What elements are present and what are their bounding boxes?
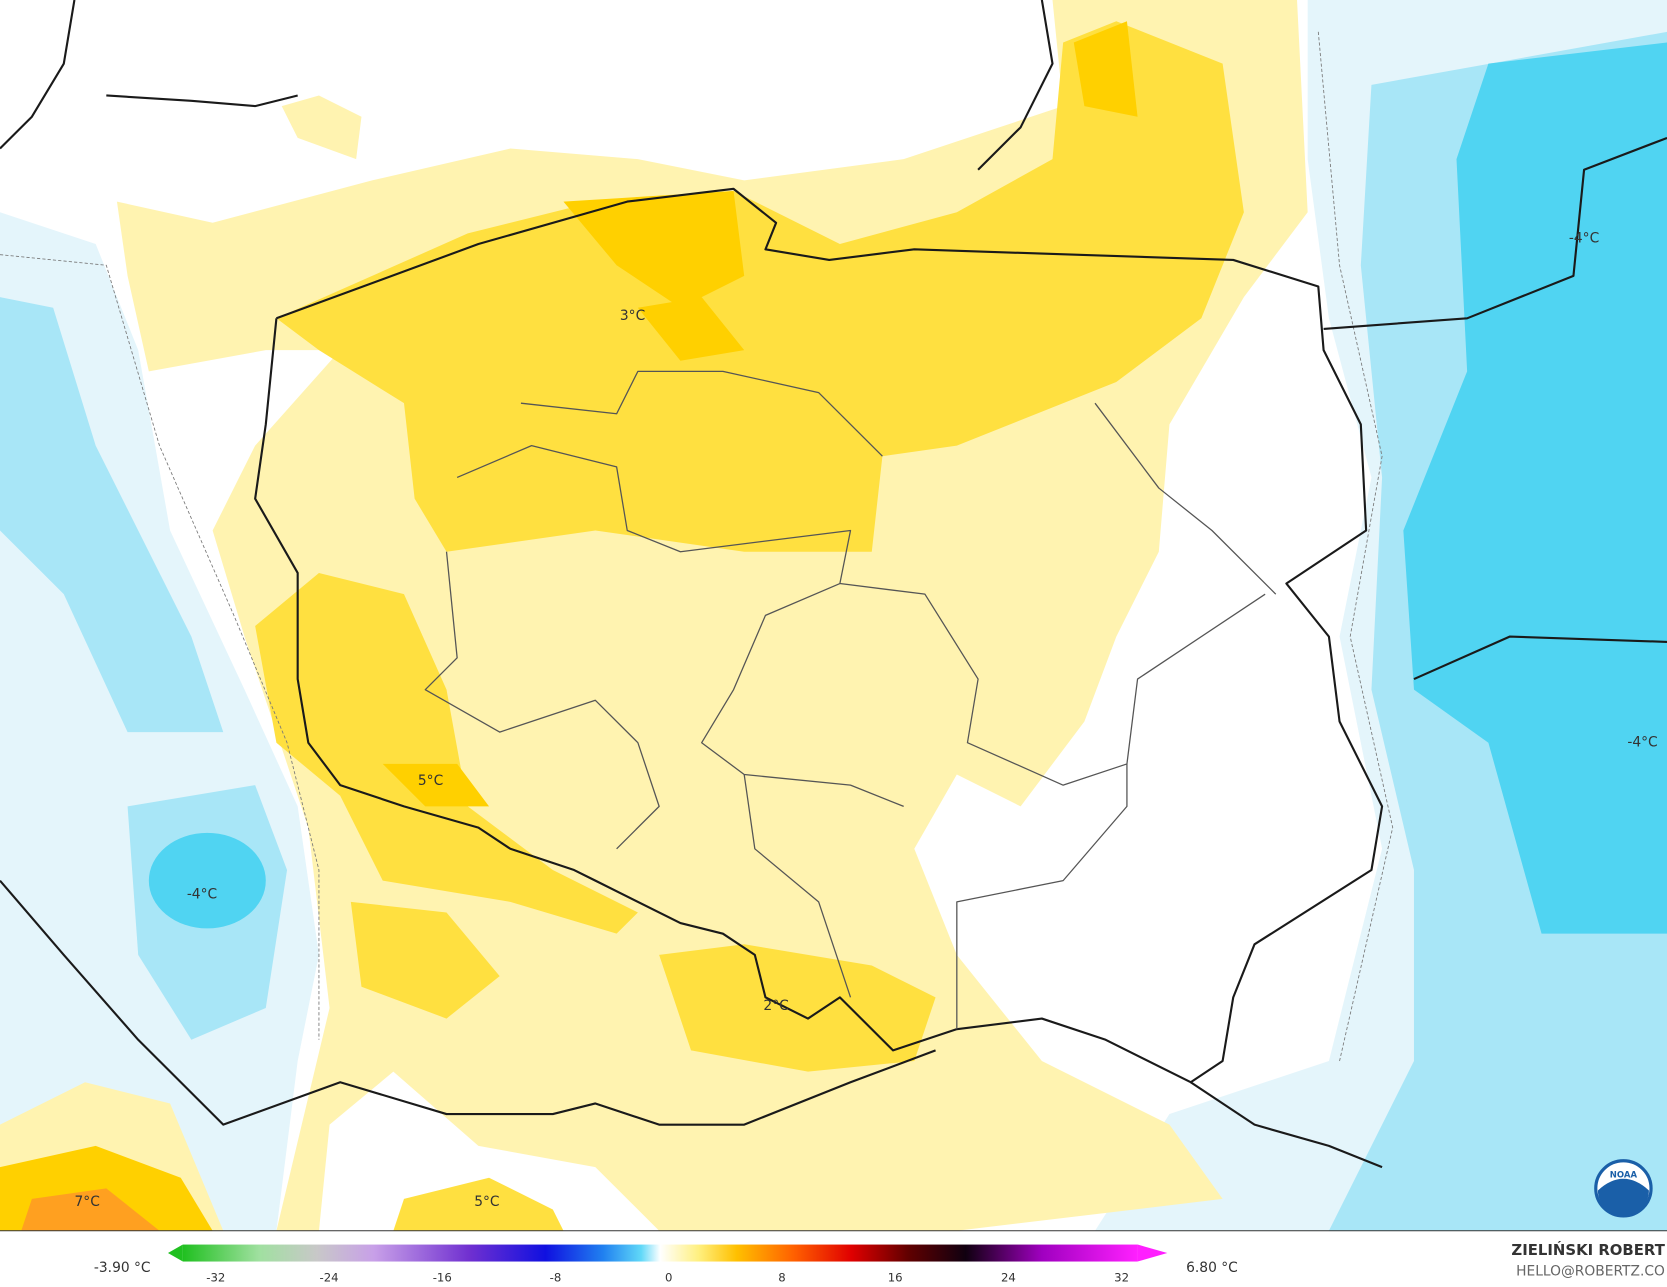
warm-area (393, 1177, 564, 1231)
warm-core (1073, 21, 1138, 117)
warm-area (281, 95, 362, 160)
warm-core (21, 1188, 160, 1231)
colorbar-tick-label: 24 (1001, 1271, 1016, 1285)
legend: -32 -24 -16 -8 0 8 16 24 32 -3.90 °C 6.80 °C ZIE… (0, 1230, 1667, 1287)
contour-label: -4°C (1569, 231, 1599, 247)
country-border (1323, 136, 1667, 330)
country-border (1190, 1081, 1383, 1169)
contour-label: 5°C (418, 773, 443, 789)
contour-label: -4°C (1627, 735, 1657, 751)
warm-area (659, 944, 936, 1072)
admin-border (956, 763, 1128, 1030)
colorbar (182, 1244, 1138, 1262)
logo-wave (1597, 1178, 1649, 1216)
contour-label: 2°C (763, 998, 788, 1014)
isoline (0, 254, 320, 1040)
colorbar-tick-label: 32 (1114, 1271, 1129, 1285)
colorbar-tick-label: -8 (550, 1271, 562, 1285)
contour-label: 5°C (474, 1194, 499, 1210)
logo-text: NOAA (1610, 1171, 1638, 1181)
warm-area (350, 901, 500, 1019)
contour-label: 7°C (75, 1194, 100, 1210)
country-border (254, 187, 1384, 1084)
coastline (0, 0, 76, 150)
warm-core (563, 190, 745, 308)
colorbar-tick-label: 16 (888, 1271, 903, 1285)
colorbar-end (1137, 1244, 1168, 1262)
contour-label: 3°C (620, 308, 645, 324)
max-label: 6.80 °C (1186, 1260, 1238, 1276)
colorbar-tick-label: -24 (319, 1271, 338, 1285)
isoline (1317, 31, 1394, 1062)
admin-border (839, 582, 1266, 786)
colorbar-tick-label: -16 (433, 1271, 452, 1285)
colorbar-tick-label: 8 (778, 1271, 785, 1285)
warm-area (276, 21, 1244, 552)
min-label: -3.90 °C (94, 1260, 151, 1276)
cold-core (1403, 42, 1667, 934)
map-field: 3°C -4°C -4°C 5°C -4°C 2°C 7°C 5°C NOAA (0, 0, 1667, 1231)
coastline (106, 94, 298, 108)
email: HELLO@ROBERTZ.CO (1516, 1263, 1665, 1279)
colorbar-tick-label: 0 (665, 1271, 672, 1285)
warm-area (255, 572, 638, 934)
admin-border (1094, 402, 1277, 595)
contour-label: -4°C (187, 886, 217, 902)
colorbar-ticks: -32 -24 -16 -8 0 8 16 24 32 (206, 1271, 1129, 1285)
warm-core (637, 297, 745, 361)
author: ZIELIŃSKI ROBERT (1511, 1241, 1665, 1259)
admin-border (424, 551, 660, 850)
noaa-logo: NOAA (1594, 1159, 1653, 1218)
coastline (977, 0, 1054, 171)
colorbar-tick-label: -32 (206, 1271, 225, 1285)
admin-border (520, 370, 883, 457)
cold-core (148, 832, 266, 929)
colorbar-end (167, 1244, 183, 1262)
country-border (1413, 635, 1667, 681)
admin-border (743, 774, 852, 998)
cold-area (0, 297, 224, 733)
country-border (0, 879, 936, 1126)
warm-core (382, 763, 490, 807)
